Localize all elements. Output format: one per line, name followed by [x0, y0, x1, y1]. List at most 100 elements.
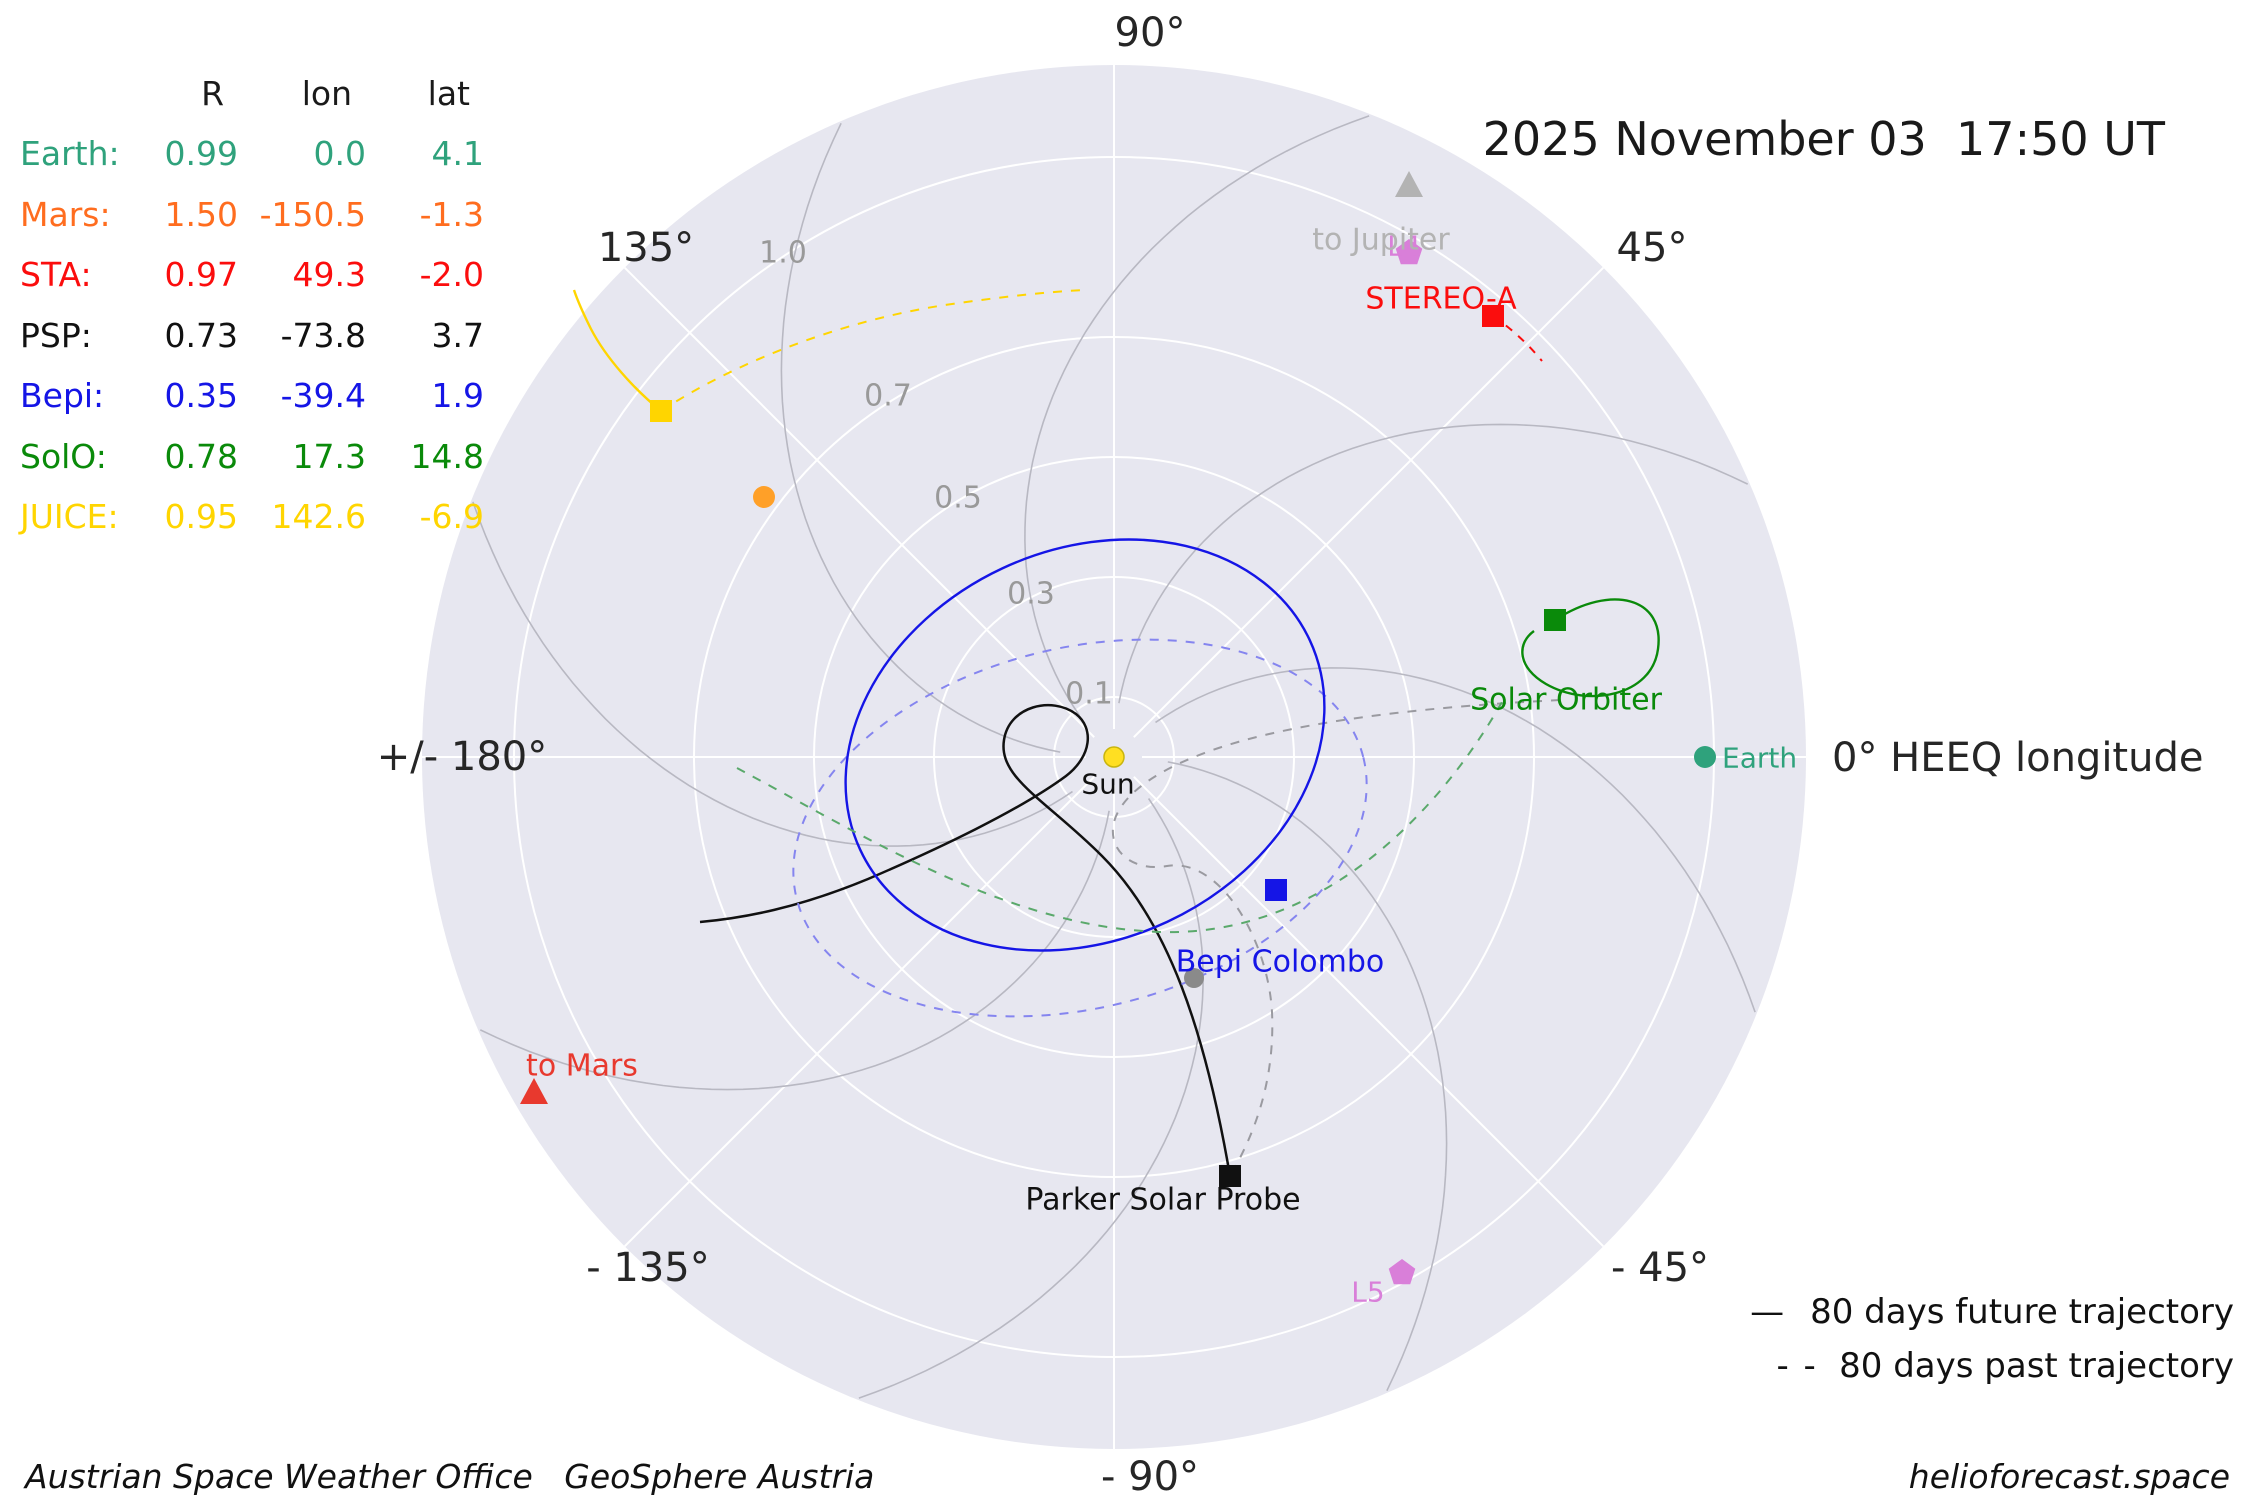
sun-label: Sun — [1081, 767, 1135, 801]
angle-label-90: 90° — [1114, 10, 1186, 56]
row-psp-lat: 3.7 — [431, 315, 484, 355]
bepi-colombo-label: Bepi Colombo — [1175, 944, 1385, 980]
juice-future-trajectory — [572, 289, 662, 412]
row-solo-lat: 14.8 — [410, 436, 484, 476]
legend-future-line-symbol: — — [1750, 1292, 1787, 1332]
parker-spiral-group — [472, 115, 1756, 1399]
parker-spiral — [1167, 761, 1448, 1392]
legend-future-label: 80 days future trajectory — [1810, 1292, 2234, 1332]
row-earth-name: Earth: — [20, 134, 120, 174]
to-mars-label: to Mars — [526, 1048, 638, 1084]
to-jupiter-label: to Jupiter — [1312, 222, 1450, 258]
solo-future-trajectory — [1521, 598, 1660, 698]
row-juice-lat: -6.9 — [419, 497, 484, 537]
row-solo-lon: 17.3 — [292, 436, 366, 476]
parker-spiral — [780, 122, 1061, 753]
bepi-future-trajectory — [844, 538, 1326, 952]
parker-spiral — [1118, 423, 1749, 704]
row-mars-name: Mars: — [20, 194, 111, 234]
grid-radial-line — [1133, 776, 1605, 1248]
venus-marker — [753, 486, 775, 508]
row-sta-lat: -2.0 — [419, 255, 484, 295]
bepi-past-trajectory — [792, 638, 1368, 1018]
column-header-lon: lon — [301, 73, 352, 113]
bepi-colombo-marker — [1265, 879, 1287, 901]
parker-spiral — [1155, 667, 1756, 1013]
column-header-lat: lat — [427, 73, 470, 113]
row-solo-name: SolO: — [20, 436, 107, 476]
l5-label: L5 — [1351, 1275, 1385, 1309]
ring-label-1-0: 1.0 — [759, 235, 807, 271]
angle-label-45: 45° — [1616, 225, 1688, 271]
parker-spiral — [472, 501, 1073, 847]
row-juice-r: 0.95 — [164, 497, 238, 537]
angle-label-minus45: - 45° — [1610, 1245, 1710, 1291]
row-bepi-lon: -39.4 — [280, 376, 366, 416]
row-psp-lon: -73.8 — [280, 315, 366, 355]
juice-marker — [650, 400, 672, 422]
polar-grid — [422, 65, 1806, 1449]
row-mars-lat: -1.3 — [419, 194, 484, 234]
parker-spiral — [858, 798, 1204, 1399]
row-juice-name: JUICE: — [20, 497, 119, 537]
parker-spiral — [1024, 115, 1370, 716]
trajectory-legend: — 80 days future trajectory - - 80 days … — [1736, 1292, 2234, 1386]
l4-label: L4 — [1387, 229, 1421, 263]
ring-label-0-5: 0.5 — [934, 480, 982, 516]
legend-past-label: 80 days past trajectory — [1839, 1346, 2234, 1386]
solar-orbiter-marker — [1544, 609, 1566, 631]
psp-future-trajectory — [699, 704, 1232, 1177]
ephemeris-table: R lon lat Earth: 0.99 0.0 4.1 Mars: 1.50… — [20, 63, 484, 547]
footer-left-credit: Austrian Space Weather Office GeoSphere … — [25, 1457, 875, 1496]
row-psp-r: 0.73 — [164, 315, 238, 355]
l5-pentagon-marker — [1388, 1259, 1416, 1285]
parker-solar-probe-label: Parker Solar Probe — [1025, 1182, 1301, 1218]
row-sta-name: STA: — [20, 255, 92, 295]
to-jupiter-triangle-marker — [1395, 171, 1423, 197]
earth-label: Earth — [1722, 741, 1798, 775]
row-earth-r: 0.99 — [164, 134, 238, 174]
row-mars-r: 1.50 — [164, 194, 238, 234]
row-juice-lon: 142.6 — [271, 497, 366, 537]
solar-orbiter-label: Solar Orbiter — [1470, 682, 1662, 718]
earth-marker — [1694, 746, 1716, 768]
psp-past-trajectory — [1111, 699, 1561, 1177]
angle-label-135: 135° — [597, 225, 695, 271]
angle-label-minus90: - 90° — [1100, 1454, 1200, 1500]
angle-label-180: +/- 180° — [376, 734, 548, 780]
ring-label-0-7: 0.7 — [864, 378, 912, 414]
trajectory-group — [572, 289, 1660, 1177]
to-mars-triangle-marker — [520, 1078, 548, 1104]
legend-past-line-symbol: - - — [1776, 1346, 1818, 1386]
grid-radial-line — [1133, 266, 1605, 738]
l4-pentagon-marker — [1395, 239, 1423, 265]
ring-label-0-3: 0.3 — [1007, 576, 1055, 612]
row-earth-lat: 4.1 — [431, 134, 484, 174]
row-sta-lon: 49.3 — [292, 255, 366, 295]
marker-group — [520, 171, 1716, 1285]
grid-radial-line — [623, 776, 1095, 1248]
row-mars-lon: -150.5 — [259, 194, 366, 234]
column-header-r: R — [201, 73, 224, 113]
juice-past-trajectory — [660, 289, 1087, 412]
solo-past-trajectory — [736, 701, 1503, 934]
row-sta-r: 0.97 — [164, 255, 238, 295]
parker-spiral — [479, 810, 1110, 1091]
sun-marker — [1103, 746, 1125, 768]
date-title: 2025 November 03 17:50 UT — [1482, 112, 2165, 166]
mercury-marker — [1184, 968, 1204, 988]
angle-label-0-heeq: 0° HEEQ longitude — [1832, 735, 2204, 781]
row-bepi-lat: 1.9 — [431, 376, 484, 416]
stereo-a-marker — [1482, 305, 1504, 327]
ring-label-0-1: 0.1 — [1065, 676, 1113, 712]
row-solo-r: 0.78 — [164, 436, 238, 476]
legend-past-row: - - 80 days past trajectory — [1765, 1346, 2234, 1386]
legend-future-row: — 80 days future trajectory — [1736, 1292, 2234, 1332]
footer-right-website: helioforecast.space — [1908, 1457, 2230, 1496]
stereo-a-label: STEREO-A — [1365, 281, 1517, 317]
row-earth-lon: 0.0 — [313, 134, 366, 174]
angle-label-minus135: - 135° — [586, 1245, 710, 1291]
row-bepi-name: Bepi: — [20, 376, 105, 416]
